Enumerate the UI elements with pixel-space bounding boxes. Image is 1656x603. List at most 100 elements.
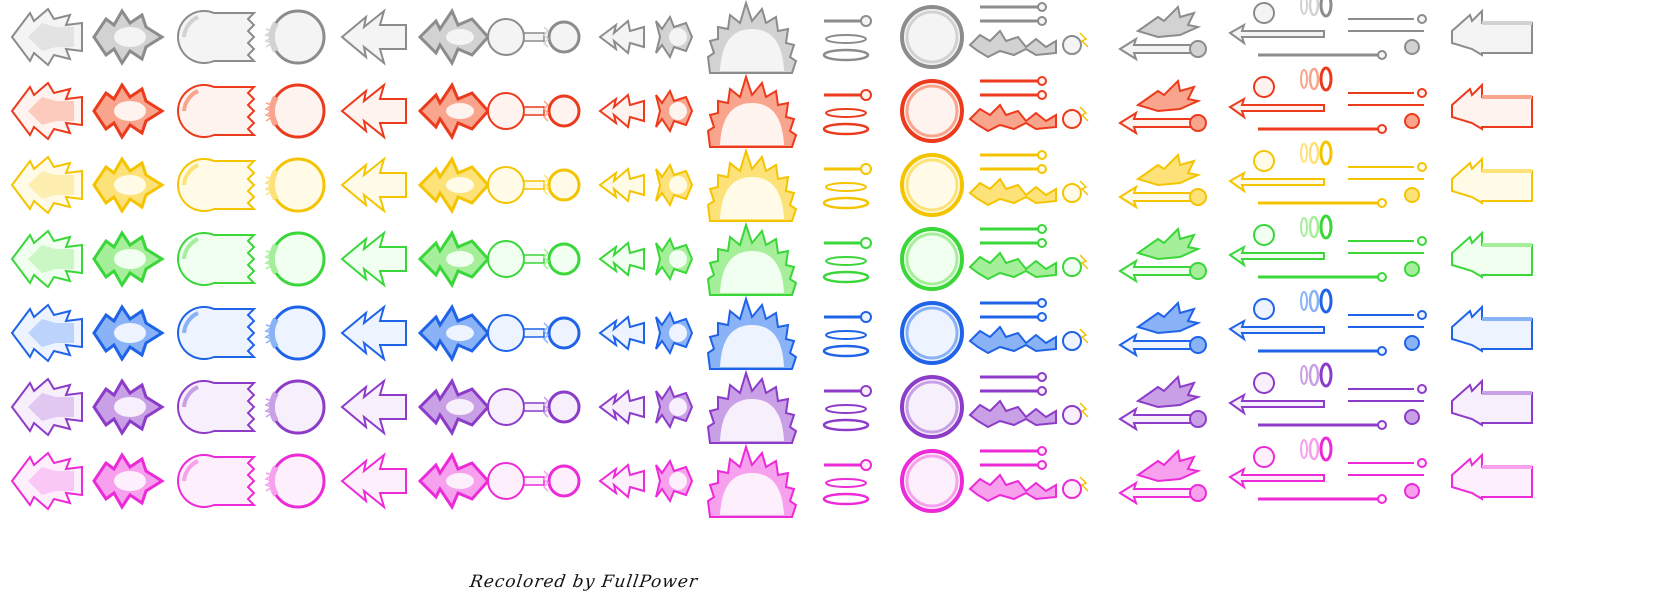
arrow-flame-left-sprite [340, 378, 407, 436]
beam-head-open-sprite [177, 84, 257, 138]
aura-dome-sprite [706, 221, 798, 296]
arrow-flame-left-sprite [340, 8, 407, 66]
arrow-flame-double-sprite [417, 303, 491, 363]
arrow-flame-double-sprite [417, 229, 491, 289]
aura-dome-sprite [706, 295, 798, 370]
combo-projectiles-sprite [1228, 0, 1427, 60]
beam-head-open-sprite [177, 380, 257, 434]
arrow-flame-double-sprite [417, 377, 491, 437]
beam-start-sprite [1451, 378, 1533, 427]
flame-blast-double-sprite [92, 156, 165, 214]
flame-blast-double-sprite [92, 8, 165, 66]
rod-and-rings-sprite [822, 163, 872, 210]
energy-orb-ring-sprite [264, 305, 326, 361]
beam-head-open-sprite [177, 306, 257, 360]
lightning-rods-spark-sprite [968, 2, 1089, 59]
flame-blast-left-sprite [10, 229, 83, 289]
palette-row-purple [10, 362, 1533, 444]
ball-and-tail-sprite [487, 18, 581, 56]
beam-start-sprite [1451, 82, 1533, 131]
arrow-flame-double-sprite [417, 81, 491, 141]
lightning-rods-spark-sprite [968, 76, 1089, 133]
large-energy-orb-sprite [900, 153, 964, 217]
rod-and-rings-sprite [822, 459, 872, 506]
combo-projectiles-sprite [1228, 288, 1427, 356]
lightning-rods-spark-sprite [968, 372, 1089, 429]
flame-blast-double-sprite [92, 82, 165, 140]
flame-blast-double-sprite [92, 452, 165, 510]
ball-and-tail-sprite [487, 240, 581, 278]
large-energy-orb-sprite [900, 227, 964, 291]
flame-burst-pair-sprite [598, 236, 694, 282]
aura-dome-sprite [706, 147, 798, 222]
rod-and-rings-sprite [822, 311, 872, 358]
arrow-flame-left-sprite [340, 82, 407, 140]
credit-text: Recolored by FullPower [468, 572, 700, 592]
wing-and-arrow-sprite [1118, 4, 1207, 62]
palette-rows [10, 0, 1533, 518]
wing-and-arrow-sprite [1118, 300, 1207, 358]
flame-burst-pair-sprite [598, 384, 694, 430]
flame-blast-left-sprite [10, 377, 83, 437]
flame-blast-left-sprite [10, 451, 83, 511]
ball-and-tail-sprite [487, 388, 581, 426]
aura-dome-sprite [706, 369, 798, 444]
beam-start-sprite [1451, 8, 1533, 57]
wing-and-arrow-sprite [1118, 226, 1207, 284]
wing-and-arrow-sprite [1118, 448, 1207, 506]
combo-projectiles-sprite [1228, 214, 1427, 282]
flame-burst-pair-sprite [598, 458, 694, 504]
aura-dome-sprite [706, 73, 798, 148]
energy-orb-ring-sprite [264, 157, 326, 213]
beam-head-open-sprite [177, 232, 257, 286]
arrow-flame-left-sprite [340, 156, 407, 214]
palette-row-pink [10, 436, 1533, 518]
ball-and-tail-sprite [487, 314, 581, 352]
flame-blast-double-sprite [92, 304, 165, 362]
ball-and-tail-sprite [487, 462, 581, 500]
flame-burst-pair-sprite [598, 310, 694, 356]
arrow-flame-left-sprite [340, 304, 407, 362]
energy-orb-ring-sprite [264, 9, 326, 65]
wing-and-arrow-sprite [1118, 152, 1207, 210]
rod-and-rings-sprite [822, 15, 872, 62]
rod-and-rings-sprite [822, 385, 872, 432]
arrow-flame-left-sprite [340, 452, 407, 510]
arrow-flame-double-sprite [417, 155, 491, 215]
beam-head-open-sprite [177, 158, 257, 212]
rod-and-rings-sprite [822, 237, 872, 284]
beam-start-sprite [1451, 452, 1533, 501]
flame-burst-pair-sprite [598, 14, 694, 60]
flame-burst-pair-sprite [598, 162, 694, 208]
palette-row-red [10, 66, 1533, 148]
wing-and-arrow-sprite [1118, 78, 1207, 136]
beam-head-open-sprite [177, 454, 257, 508]
flame-blast-left-sprite [10, 155, 83, 215]
combo-projectiles-sprite [1228, 140, 1427, 208]
wing-and-arrow-sprite [1118, 374, 1207, 432]
combo-projectiles-sprite [1228, 436, 1427, 504]
energy-orb-ring-sprite [264, 231, 326, 287]
large-energy-orb-sprite [900, 301, 964, 365]
aura-dome-sprite [706, 0, 798, 74]
large-energy-orb-sprite [900, 5, 964, 69]
flame-blast-left-sprite [10, 303, 83, 363]
palette-row-green [10, 214, 1533, 296]
arrow-flame-left-sprite [340, 230, 407, 288]
energy-orb-ring-sprite [264, 83, 326, 139]
arrow-flame-double-sprite [417, 451, 491, 511]
lightning-rods-spark-sprite [968, 446, 1089, 503]
beam-head-open-sprite [177, 10, 257, 64]
flame-blast-double-sprite [92, 378, 165, 436]
flame-blast-double-sprite [92, 230, 165, 288]
combo-projectiles-sprite [1228, 362, 1427, 430]
lightning-rods-spark-sprite [968, 150, 1089, 207]
lightning-rods-spark-sprite [968, 224, 1089, 281]
beam-start-sprite [1451, 304, 1533, 353]
energy-orb-ring-sprite [264, 453, 326, 509]
large-energy-orb-sprite [900, 449, 964, 513]
flame-blast-left-sprite [10, 7, 83, 67]
lightning-rods-spark-sprite [968, 298, 1089, 355]
ball-and-tail-sprite [487, 166, 581, 204]
